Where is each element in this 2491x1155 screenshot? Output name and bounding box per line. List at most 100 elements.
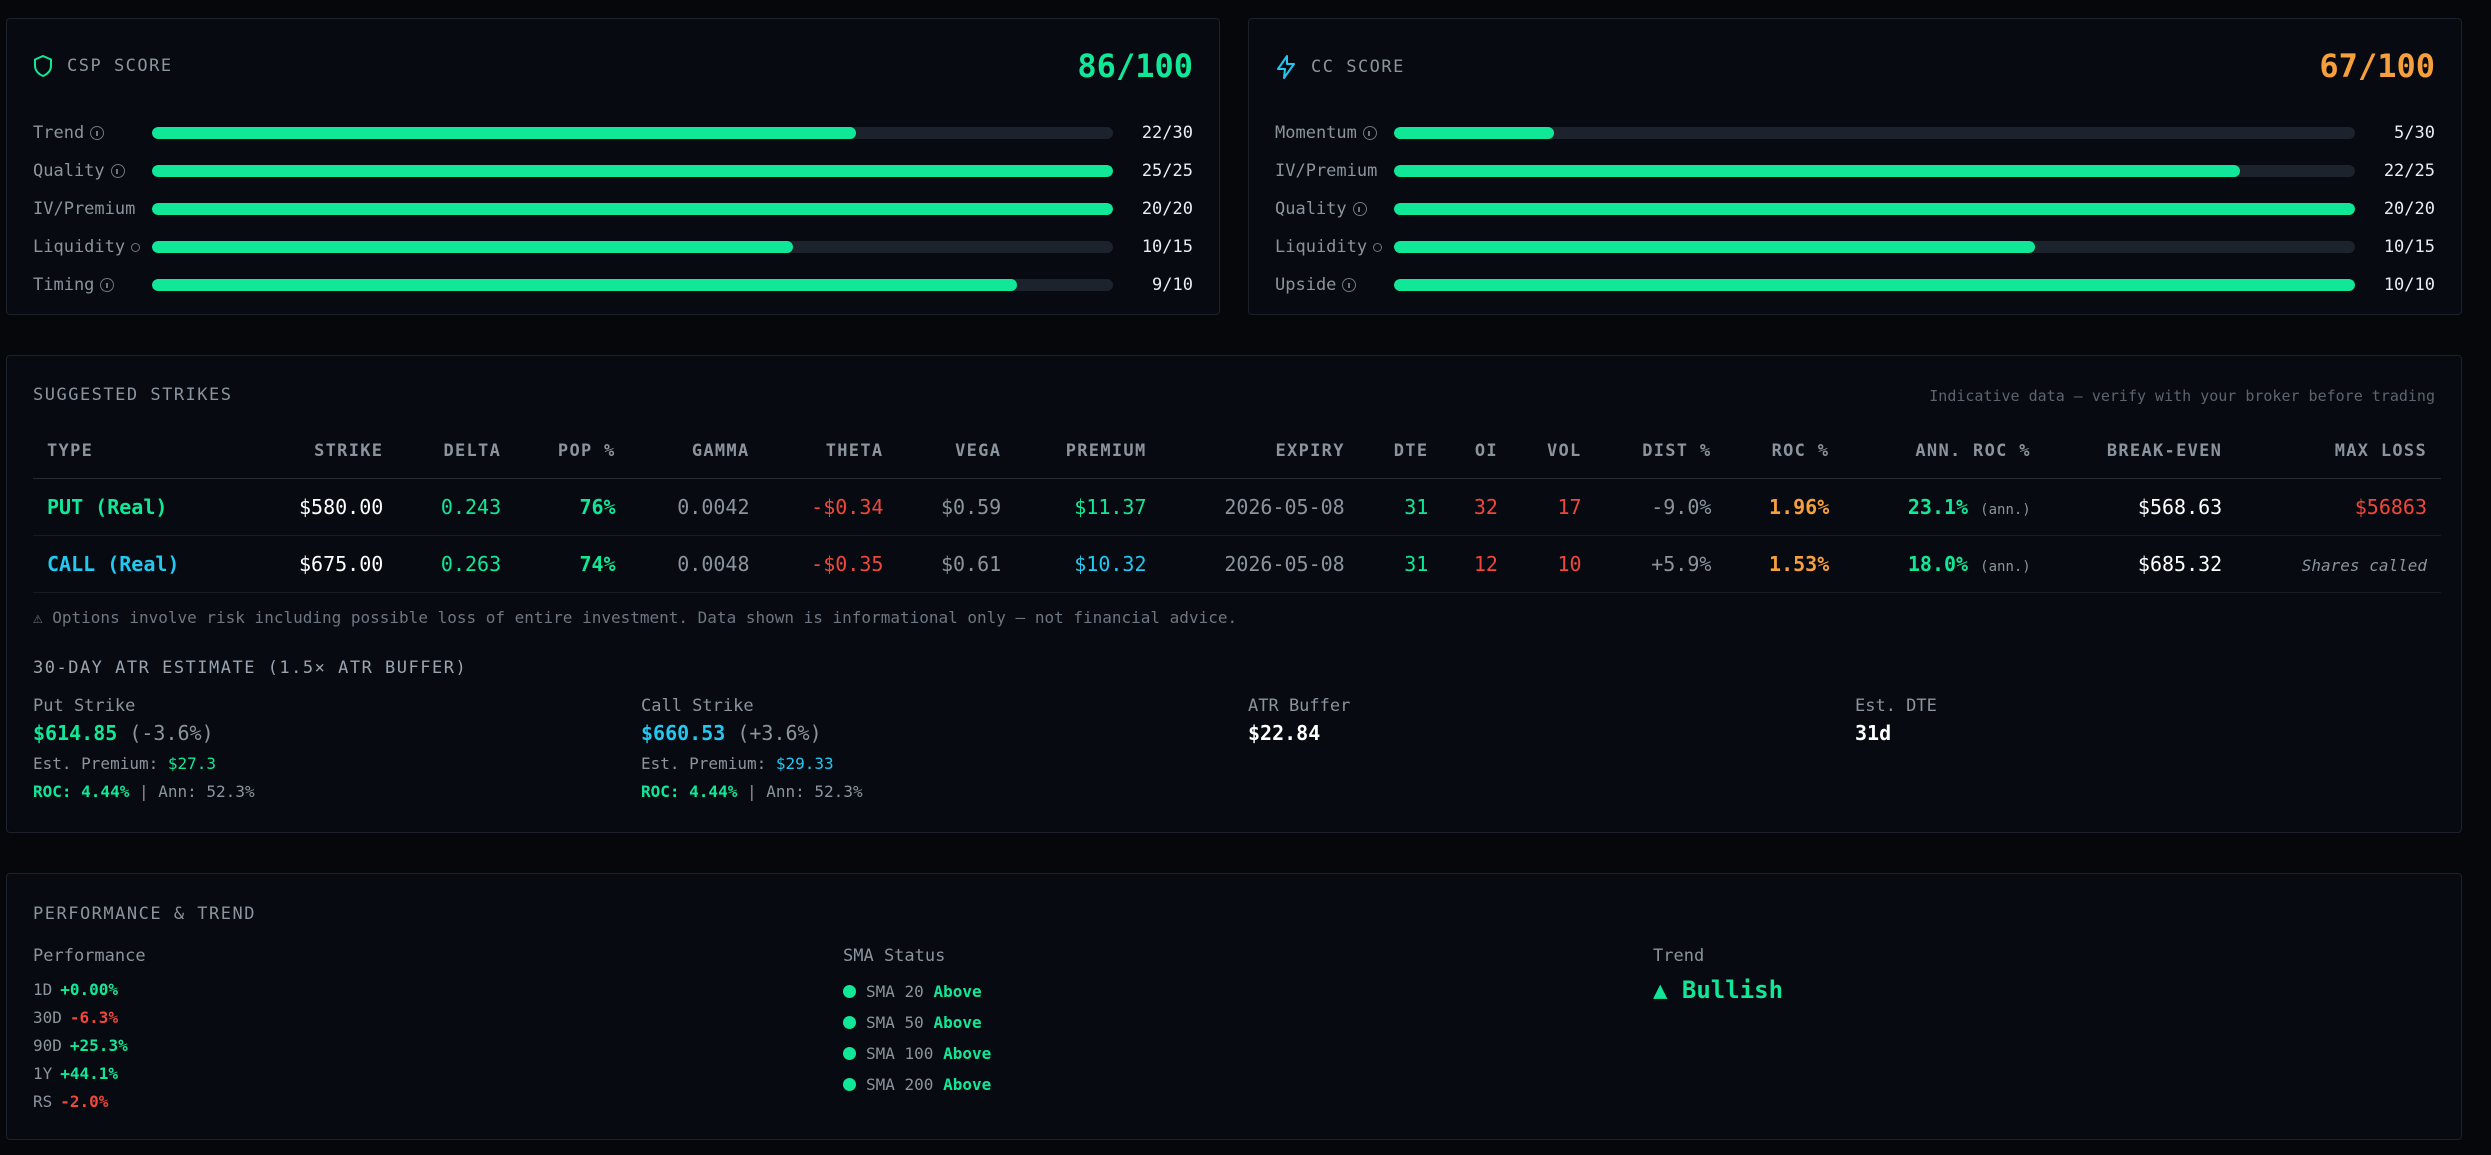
suggested-strikes-panel: SUGGESTED STRIKES Indicative data — veri… bbox=[6, 355, 2462, 833]
cell-roc: 1.96% bbox=[1725, 478, 1844, 536]
metric-label: Liquidity bbox=[33, 237, 126, 257]
cell-dist: +5.9% bbox=[1595, 535, 1726, 593]
col-strike: STRIKE bbox=[247, 423, 398, 479]
strikes-table: TYPE STRIKE DELTA POP % GAMMA THETA VEGA… bbox=[33, 423, 2441, 593]
sma-status: Above bbox=[933, 982, 982, 1001]
info-icon[interactable] bbox=[131, 242, 141, 252]
cell-expiry: 2026-05-08 bbox=[1160, 478, 1359, 536]
atr-put-roc: ROC: 4.44% bbox=[33, 782, 130, 801]
atr-put-pct: (-3.6%) bbox=[129, 721, 214, 745]
cell-break-even: $568.63 bbox=[2044, 478, 2237, 536]
status-dot-icon bbox=[843, 1047, 856, 1060]
score-bar-fill bbox=[1394, 127, 1555, 139]
table-row-call[interactable]: CALL (Real) $675.00 0.263 74% 0.0048 -$0… bbox=[33, 535, 2441, 593]
trend-label: Trend bbox=[1653, 946, 1705, 966]
atr-call-roc: ROC: 4.44% bbox=[641, 782, 738, 801]
metric-label: Timing bbox=[33, 275, 95, 295]
perf-value: -2.0% bbox=[60, 1092, 109, 1111]
metric-score: 5/30 bbox=[2394, 123, 2435, 143]
atr-title: 30-DAY ATR ESTIMATE (1.5× ATR BUFFER) bbox=[33, 658, 468, 678]
sma-row-200: SMA 200 Above bbox=[843, 1069, 991, 1100]
atr-call-strike: Call Strike $660.53 (+3.6%) Est. Premium… bbox=[641, 696, 1201, 801]
col-max-loss: MAX LOSS bbox=[2236, 423, 2441, 479]
atr-call-price: $660.53 bbox=[641, 721, 726, 745]
score-bar bbox=[152, 279, 1113, 291]
cell-strike: $675.00 bbox=[247, 535, 398, 593]
sma-row-50: SMA 50 Above bbox=[843, 1007, 991, 1038]
sma-status: Above bbox=[943, 1075, 992, 1094]
sma-row-20: SMA 20 Above bbox=[843, 976, 991, 1007]
perf-period: RS bbox=[33, 1092, 53, 1111]
trend-value: ▲ Bullish bbox=[1653, 976, 1784, 1004]
strikes-notice: Indicative data — verify with your broke… bbox=[1929, 387, 2435, 405]
metric-score: 22/25 bbox=[2383, 161, 2435, 181]
col-delta: DELTA bbox=[397, 423, 516, 479]
csp-metric-liquidity: Liquidity 10/15 bbox=[33, 237, 1193, 257]
cell-premium: $10.32 bbox=[1015, 535, 1161, 593]
perf-row-90d: 90D +25.3% bbox=[33, 1032, 146, 1060]
cell-theta: -$0.35 bbox=[763, 535, 898, 593]
info-icon[interactable] bbox=[1373, 242, 1383, 252]
metric-label: Trend bbox=[33, 123, 85, 143]
col-vol: VOL bbox=[1511, 423, 1596, 479]
csp-metric-trend: Trend 22/30 bbox=[33, 123, 1193, 143]
cell-premium: $11.37 bbox=[1015, 478, 1161, 536]
performance-label: Performance bbox=[33, 946, 146, 966]
table-row-put[interactable]: PUT (Real) $580.00 0.243 76% 0.0042 -$0.… bbox=[33, 478, 2441, 536]
perf-value: +0.00% bbox=[60, 980, 119, 999]
lightning-icon bbox=[1277, 55, 1295, 79]
score-bar-fill bbox=[1394, 241, 2035, 253]
sma-status-label: SMA Status bbox=[843, 946, 946, 966]
cell-type: CALL (Real) bbox=[33, 535, 248, 593]
sma-name: SMA 50 bbox=[866, 1013, 924, 1032]
info-icon[interactable] bbox=[1342, 278, 1357, 292]
perf-row-rs: RS -2.0% bbox=[33, 1088, 146, 1116]
atr-put-premium: $27.3 bbox=[167, 754, 217, 773]
metric-score: 10/10 bbox=[2383, 275, 2435, 295]
csp-score-header: CSP SCORE bbox=[33, 55, 173, 77]
atr-call-label: Call Strike bbox=[641, 696, 754, 716]
atr-buffer: ATR Buffer $22.84 bbox=[1248, 696, 1808, 745]
perf-value: -6.3% bbox=[69, 1008, 119, 1027]
cc-score-title: CC SCORE bbox=[1311, 57, 1405, 77]
cc-metric-iv-premium: IV/Premium 22/25 bbox=[1275, 161, 2435, 181]
col-dist: DIST % bbox=[1595, 423, 1726, 479]
col-type: TYPE bbox=[33, 423, 248, 479]
cell-vol: 10 bbox=[1511, 535, 1596, 593]
cell-type: PUT (Real) bbox=[33, 478, 248, 536]
atr-dte-value: 31d bbox=[1855, 721, 1892, 745]
perf-period: 90D bbox=[33, 1036, 62, 1055]
metric-score: 20/20 bbox=[2383, 199, 2435, 219]
sma-status-column: SMA Status SMA 20 Above SMA 50 Above SMA… bbox=[843, 946, 991, 1100]
info-icon[interactable] bbox=[100, 278, 115, 292]
csp-metric-timing: Timing 9/10 bbox=[33, 275, 1193, 295]
score-bar bbox=[1394, 279, 2355, 291]
sma-status: Above bbox=[943, 1044, 992, 1063]
col-roc: ROC % bbox=[1725, 423, 1844, 479]
col-premium: PREMIUM bbox=[1015, 423, 1161, 479]
metric-score: 10/15 bbox=[2383, 237, 2435, 257]
cell-oi: 32 bbox=[1442, 478, 1512, 536]
cell-theta: -$0.34 bbox=[763, 478, 898, 536]
info-icon[interactable] bbox=[90, 126, 105, 140]
shares-called-text: Shares called bbox=[2301, 556, 2427, 575]
col-expiry: EXPIRY bbox=[1160, 423, 1359, 479]
info-icon[interactable] bbox=[1352, 202, 1367, 216]
sma-status: Above bbox=[933, 1013, 982, 1032]
perf-period: 1Y bbox=[33, 1064, 53, 1083]
cell-delta: 0.263 bbox=[397, 535, 516, 593]
info-icon[interactable] bbox=[110, 164, 125, 178]
performance-column: Performance 1D +0.00% 30D -6.3% 90D +25.3% … bbox=[33, 946, 146, 1116]
risk-disclaimer: ⚠ Options involve risk including possibl… bbox=[33, 608, 1238, 627]
info-icon[interactable] bbox=[1362, 126, 1377, 140]
metric-label: IV/Premium bbox=[1275, 161, 1378, 181]
cell-pop: 74% bbox=[515, 535, 630, 593]
atr-call-premium-label: Est. Premium: bbox=[641, 754, 767, 773]
ann-roc-value: 18.0% bbox=[1907, 552, 1969, 576]
col-gamma: GAMMA bbox=[629, 423, 764, 479]
status-dot-icon bbox=[843, 985, 856, 998]
cc-score-value: 67/100 bbox=[2319, 47, 2435, 85]
performance-trend-panel: PERFORMANCE & TREND Performance 1D +0.00%… bbox=[6, 873, 2462, 1140]
separator: | bbox=[746, 782, 757, 801]
score-bar-fill bbox=[152, 203, 1113, 215]
